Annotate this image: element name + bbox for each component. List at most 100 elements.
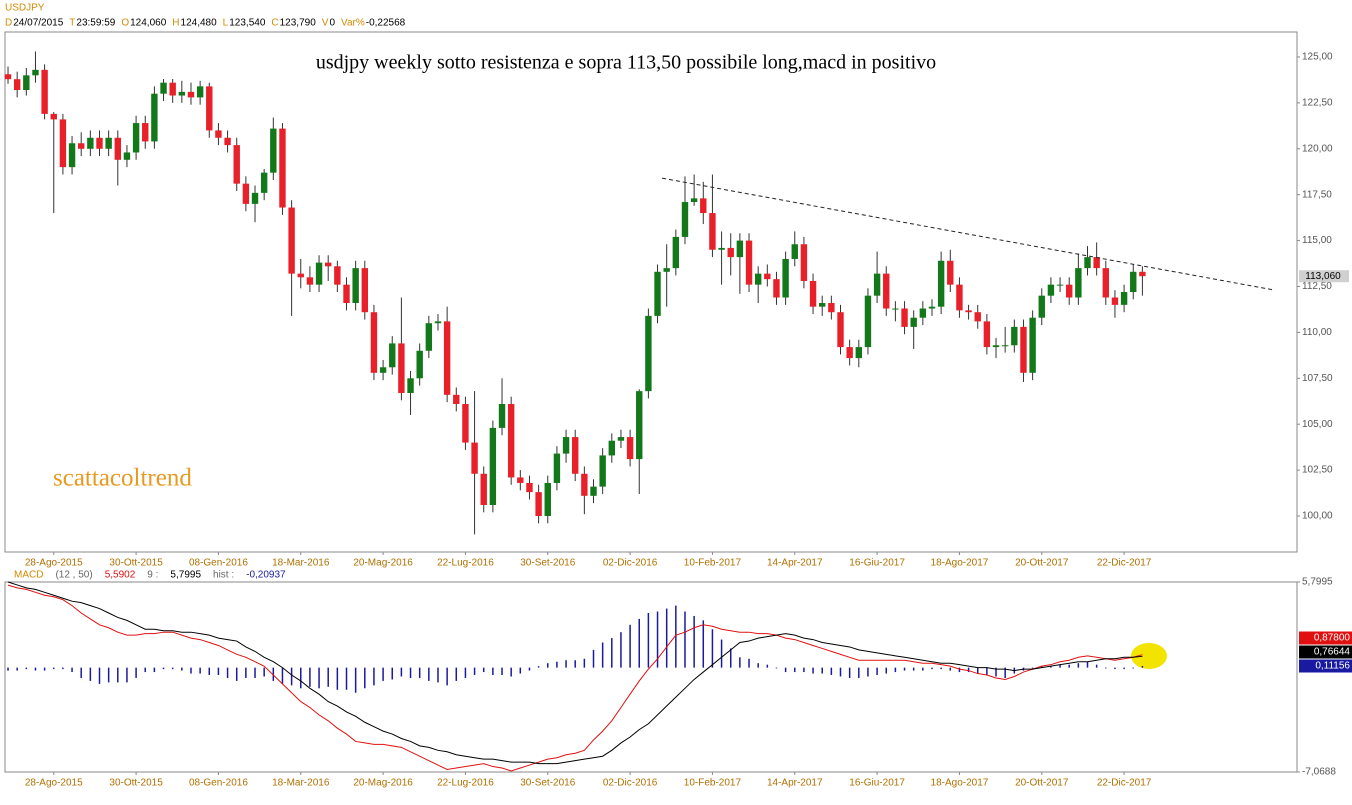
x-tick-label: 10-Feb-2017 — [684, 778, 742, 789]
y-tick-label: 120,00 — [1302, 143, 1333, 154]
candle-body — [1102, 268, 1110, 298]
y-tick-label: 100,00 — [1302, 511, 1333, 522]
hist-bar — [922, 667, 924, 671]
candle-body — [224, 137, 231, 146]
hist-bar — [226, 667, 229, 678]
candle-body — [809, 280, 817, 307]
candle-body — [672, 236, 680, 269]
x-tick-label: 10-Feb-2017 — [684, 558, 742, 569]
candle-body — [50, 113, 57, 120]
candle-body — [782, 258, 789, 298]
candle-body — [690, 198, 698, 203]
candle-body — [343, 284, 350, 304]
hist-bar — [135, 667, 137, 678]
hist-bar — [400, 667, 403, 677]
x-tick-label: 22-Dic-2017 — [1097, 558, 1152, 569]
candle-body — [41, 69, 48, 114]
symbol: USDJPY — [5, 3, 45, 14]
hist-bar — [903, 667, 906, 671]
candle-body — [498, 404, 506, 428]
last-price-tag — [1299, 270, 1349, 283]
header-value: 24/07/2015 — [13, 18, 63, 29]
hist-bar — [43, 667, 46, 671]
hist-bar — [464, 667, 467, 678]
candle-body — [178, 91, 186, 96]
hist-bar — [931, 667, 933, 670]
y-tick-label: 102,50 — [1302, 465, 1333, 476]
hist-bar — [995, 667, 997, 677]
hist-bar — [876, 667, 878, 676]
candle-body — [233, 145, 240, 184]
x-tick-label: 18-Ago-2017 — [931, 558, 989, 569]
hist-bar — [208, 667, 211, 676]
last-value-label: 0,87800 — [1314, 633, 1351, 644]
y-tick-label: 117,50 — [1302, 189, 1332, 200]
hist-bar — [784, 667, 787, 673]
candle-body — [910, 317, 917, 327]
y-tick-label: -7,0688 — [1302, 767, 1336, 778]
candle-body — [196, 86, 204, 98]
candle-body — [873, 273, 881, 296]
candle-body — [352, 268, 359, 304]
candle-body — [992, 345, 1000, 348]
hist-bar — [629, 624, 631, 668]
hist-bar — [107, 667, 110, 683]
hist-bar — [446, 667, 448, 686]
header-value: 123,790 — [280, 18, 317, 29]
hist-bar — [675, 605, 677, 668]
hist-bar — [309, 667, 311, 687]
hist-bar — [986, 667, 988, 676]
hist-bar — [354, 667, 357, 693]
hist-bar — [181, 667, 183, 671]
hist-bar — [574, 660, 576, 668]
candle-body — [892, 308, 899, 310]
hist-bar — [1031, 667, 1034, 669]
x-tick-label: 20-Mag-2016 — [353, 558, 413, 569]
header-value: 124,480 — [181, 18, 218, 29]
hist-bar — [510, 667, 512, 677]
header-key: D — [5, 18, 12, 29]
hist-bar — [794, 667, 796, 673]
legend-entry: MACD — [14, 570, 43, 581]
hist-bar — [848, 667, 851, 678]
hist-bar — [245, 667, 247, 678]
candle-body — [68, 143, 76, 168]
candle-body — [1093, 257, 1100, 269]
candle-body — [700, 198, 707, 214]
hist-bar — [364, 667, 366, 689]
hist-bar — [858, 667, 860, 678]
hist-bar — [1004, 667, 1006, 678]
hist-bar — [391, 667, 393, 680]
legend-entry: -0,20937 — [246, 570, 286, 581]
candle-body — [681, 202, 689, 237]
candle-body — [883, 273, 890, 309]
hist-bar — [729, 648, 732, 668]
y-tick-label: 110,00 — [1302, 327, 1332, 338]
x-tick-label: 22-Lug-2016 — [437, 558, 494, 569]
x-tick-label: 14-Apr-2017 — [767, 778, 823, 789]
candle-body — [736, 240, 744, 258]
macd-line — [7, 584, 1143, 772]
candle-body — [562, 437, 570, 454]
hist-bar — [281, 667, 284, 684]
hist-bar — [592, 649, 595, 668]
hist-bar — [766, 664, 769, 668]
hist-bar — [345, 667, 348, 690]
hist-bar — [327, 667, 329, 687]
candle-body — [956, 284, 963, 311]
hist-bar — [409, 667, 412, 678]
x-tick-label: 20-Ott-2017 — [1015, 558, 1069, 569]
candle-body — [306, 277, 314, 285]
last-value-label: 0,11156 — [1315, 661, 1350, 672]
hist-bar — [748, 658, 750, 668]
hist-bar — [1077, 663, 1080, 668]
header-key: V — [322, 18, 329, 29]
header-key: T — [69, 18, 75, 29]
hist-bar — [565, 660, 567, 668]
candle-body — [626, 437, 634, 460]
candle-body — [471, 442, 478, 474]
hist-bar — [34, 667, 37, 671]
x-tick-label: 16-Giu-2017 — [849, 558, 905, 569]
candle-body — [32, 69, 39, 76]
